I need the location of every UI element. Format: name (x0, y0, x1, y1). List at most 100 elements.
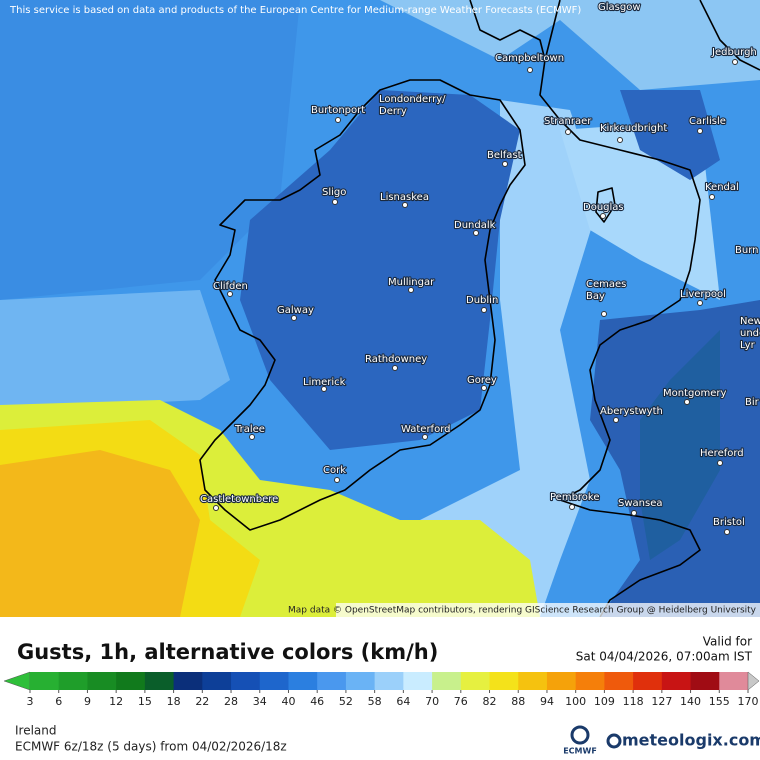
legend-title: Gusts, 1h, alternative colors (km/h) (17, 640, 438, 664)
place-label: Montgomery (663, 388, 726, 399)
place-dot (334, 477, 340, 483)
legend-swatch (661, 672, 692, 690)
legend-tick-label: 88 (511, 695, 525, 708)
place-dot (227, 291, 233, 297)
map: This service is based on data and produc… (0, 0, 760, 617)
valid-label: Valid for (703, 635, 752, 649)
place-dot (600, 213, 606, 219)
place-label: Limerick (303, 377, 346, 388)
place-dot (613, 417, 619, 423)
place-label: Bir (745, 397, 760, 408)
legend-swatch (403, 672, 433, 690)
place-label: Pembroke (550, 492, 600, 503)
place-label: Carlisle (689, 116, 726, 127)
place-label: Lisnaskea (380, 192, 429, 203)
field (240, 90, 520, 450)
field (640, 330, 720, 560)
place-label: Londonderry/ (379, 94, 446, 105)
legend-tick-label: 9 (84, 695, 91, 708)
place-label: Dundalk (454, 220, 496, 231)
place-dot (601, 311, 607, 317)
place-dot (724, 529, 730, 535)
legend-tick-label: 52 (339, 695, 353, 708)
legend-tick-label: 6 (55, 695, 62, 708)
valid-time: Sat 04/04/2026, 07:00am IST (576, 650, 753, 664)
field (620, 90, 720, 180)
place-dot (481, 385, 487, 391)
legend-tick-label: 118 (623, 695, 644, 708)
legend-tick-label: 46 (310, 695, 324, 708)
place-label: Mullingar (388, 277, 435, 288)
ecmwf-logo: ECMWF (563, 725, 597, 756)
place-label: Dublin (466, 295, 498, 306)
legend-swatch (317, 672, 347, 690)
legend-swatch (546, 672, 577, 690)
place-dot (697, 300, 703, 306)
legend-tick-label: 64 (396, 695, 410, 708)
place-label: Stranraer (544, 116, 592, 127)
place-dot (321, 386, 327, 392)
legend-tick-label: 28 (224, 695, 238, 708)
legend-swatch (345, 672, 376, 690)
legend-swatch (633, 672, 663, 690)
place-dot (473, 230, 479, 236)
place-label: Kirkcudbright (600, 123, 667, 134)
place-label: Derry (379, 106, 407, 117)
place-dot (684, 399, 690, 405)
place-label: Clifden (213, 281, 248, 292)
legend-tick-label: 18 (167, 695, 181, 708)
legend-tick-label: 170 (738, 695, 759, 708)
legend: Gusts, 1h, alternative colors (km/h) Val… (3, 635, 760, 756)
place-dot (732, 59, 738, 65)
legend-tick-label: 109 (594, 695, 615, 708)
region: Ireland (15, 724, 57, 738)
legend-tick-label: 58 (368, 695, 382, 708)
legend-swatch (719, 672, 749, 690)
legend-swatch (604, 672, 634, 690)
place-dot (481, 307, 487, 313)
place-label: Bristol (713, 517, 745, 528)
legend-swatch (116, 672, 146, 690)
place-dot (697, 128, 703, 134)
place-dot (213, 505, 219, 511)
legend-swatch (30, 672, 60, 690)
place-label: Liverpool (680, 289, 726, 300)
place-label: Gorey (467, 375, 497, 386)
place-label: Burn (735, 245, 758, 256)
legend-arrow (747, 671, 760, 691)
place-dot (631, 510, 637, 516)
legend-swatch (690, 672, 720, 690)
place-label: Belfast (487, 150, 522, 161)
place-label: Hereford (700, 448, 744, 459)
place-label: Cork (323, 465, 346, 476)
place-dot (422, 434, 428, 440)
legend-tick-label: 15 (138, 695, 152, 708)
field (0, 450, 200, 617)
place-label: Waterford (401, 424, 450, 435)
legend-swatch (288, 672, 318, 690)
place-dot (717, 460, 723, 466)
legend-swatch (432, 672, 462, 690)
brand-icon (606, 733, 622, 749)
place-label: Sligo (322, 187, 346, 198)
legend-swatch (202, 672, 232, 690)
place-dot (408, 287, 414, 293)
field (380, 0, 760, 90)
place-label: Burtonport (311, 105, 365, 116)
place-dot (335, 117, 341, 123)
place-dot (502, 161, 508, 167)
legend-tick-label: 34 (253, 695, 267, 708)
legend-swatch (231, 672, 261, 690)
place-dot (569, 504, 575, 510)
legend-tick-label: 12 (109, 695, 123, 708)
legend-swatch (259, 672, 289, 690)
place-dot (402, 202, 408, 208)
credit: Map data © OpenStreetMap contributors, r… (288, 606, 757, 616)
place-dot (617, 137, 623, 143)
model-run: ECMWF 6z/18z (5 days) from 04/02/2026/18… (15, 740, 287, 754)
legend-swatch (374, 672, 404, 690)
legend-tick-label: 94 (540, 695, 554, 708)
place-label: Cemaes (586, 279, 626, 290)
legend-swatch (518, 672, 548, 690)
